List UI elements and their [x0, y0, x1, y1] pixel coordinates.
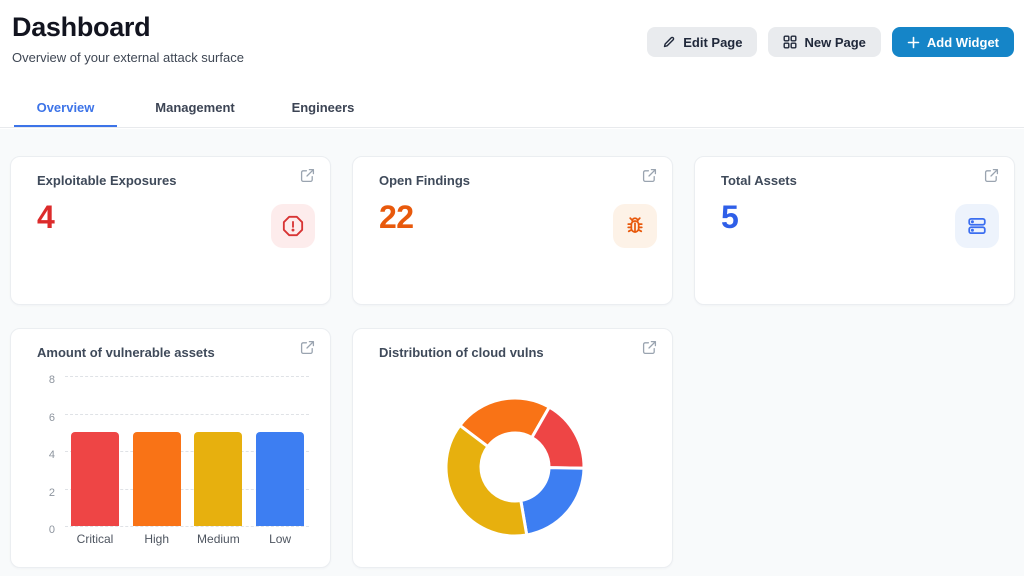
- dashboard-content: Exploitable Exposures 4 Open Findings 22: [0, 129, 1024, 576]
- external-link-icon[interactable]: [300, 168, 315, 183]
- card-open-findings: Open Findings 22: [352, 156, 673, 305]
- gridline: [65, 526, 309, 527]
- add-widget-label: Add Widget: [926, 34, 999, 50]
- tab-overview-label: Overview: [36, 100, 95, 115]
- card-vulnerable-assets-chart: Amount of vulnerable assets 0 2 4 6 8 Critica…: [10, 328, 331, 568]
- edit-page-button[interactable]: Edit Page: [647, 27, 758, 57]
- new-page-label: New Page: [804, 34, 866, 50]
- card-title: Amount of vulnerable assets: [37, 345, 215, 360]
- bar-critical[interactable]: [71, 432, 119, 526]
- tab-management-label: Management: [155, 100, 235, 115]
- gridline: [65, 451, 309, 452]
- gridline: [65, 413, 309, 415]
- stat-value: 5: [721, 199, 739, 235]
- y-axis-tick: 0: [48, 524, 55, 536]
- y-axis-tick: 2: [48, 486, 55, 499]
- donut-chart: [444, 396, 586, 538]
- grid-icon: [783, 35, 797, 49]
- tab-bar: Overview Management Engineers: [0, 94, 1024, 128]
- alert-octagon-icon: [271, 204, 315, 248]
- stat-value: 22: [379, 199, 414, 235]
- y-axis-tick: 4: [48, 449, 55, 461]
- external-link-icon[interactable]: [642, 340, 657, 355]
- bar-medium[interactable]: [194, 432, 243, 526]
- bar-high[interactable]: [132, 432, 181, 526]
- page-title: Dashboard: [12, 12, 151, 42]
- card-title: Open Findings: [379, 173, 470, 188]
- external-link-icon[interactable]: [300, 340, 315, 355]
- card-title: Distribution of cloud vulns: [379, 345, 544, 360]
- tab-engineers-label: Engineers: [291, 100, 355, 115]
- page-subtitle: Overview of your external attack surface: [12, 50, 244, 65]
- bar-chart: 0 2 4 6 8 Critical High Medium Low: [11, 329, 332, 569]
- tab-engineers[interactable]: Engineers: [278, 94, 368, 127]
- server-icon: [955, 204, 999, 248]
- external-link-icon[interactable]: [984, 168, 999, 183]
- card-exploitable-exposures: Exploitable Exposures 4: [10, 156, 331, 305]
- page-header: Dashboard Overview of your external atta…: [0, 0, 1024, 80]
- card-total-assets: Total Assets 5: [694, 156, 1015, 305]
- gridline: [65, 376, 309, 377]
- donut-segment-blue[interactable]: [519, 466, 586, 537]
- x-axis-label: Low: [269, 532, 292, 546]
- card-title: Exploitable Exposures: [37, 173, 177, 188]
- header-actions: Edit Page New Page Add Widget: [647, 27, 1014, 57]
- card-title: Total Assets: [721, 173, 797, 188]
- card-cloud-vulns-chart: Distribution of cloud vulns: [352, 328, 673, 568]
- bug-icon: [613, 204, 657, 248]
- y-axis-tick: 8: [48, 374, 55, 386]
- external-link-icon[interactable]: [642, 168, 657, 183]
- pencil-icon: [662, 35, 676, 49]
- bar-low[interactable]: [256, 432, 305, 526]
- y-axis-tick: 6: [48, 411, 55, 424]
- x-axis-label: Critical: [76, 532, 114, 546]
- plus-icon: [907, 36, 920, 49]
- x-axis-label: High: [144, 532, 170, 546]
- edit-page-label: Edit Page: [683, 34, 743, 50]
- stat-value: 4: [37, 199, 55, 235]
- donut-segment-yellow[interactable]: [444, 423, 529, 538]
- new-page-button[interactable]: New Page: [768, 27, 881, 57]
- tab-overview[interactable]: Overview: [14, 94, 117, 127]
- tab-management[interactable]: Management: [140, 94, 250, 127]
- gridline: [65, 488, 309, 490]
- add-widget-button[interactable]: Add Widget: [891, 27, 1014, 57]
- x-axis-label: Medium: [197, 532, 240, 546]
